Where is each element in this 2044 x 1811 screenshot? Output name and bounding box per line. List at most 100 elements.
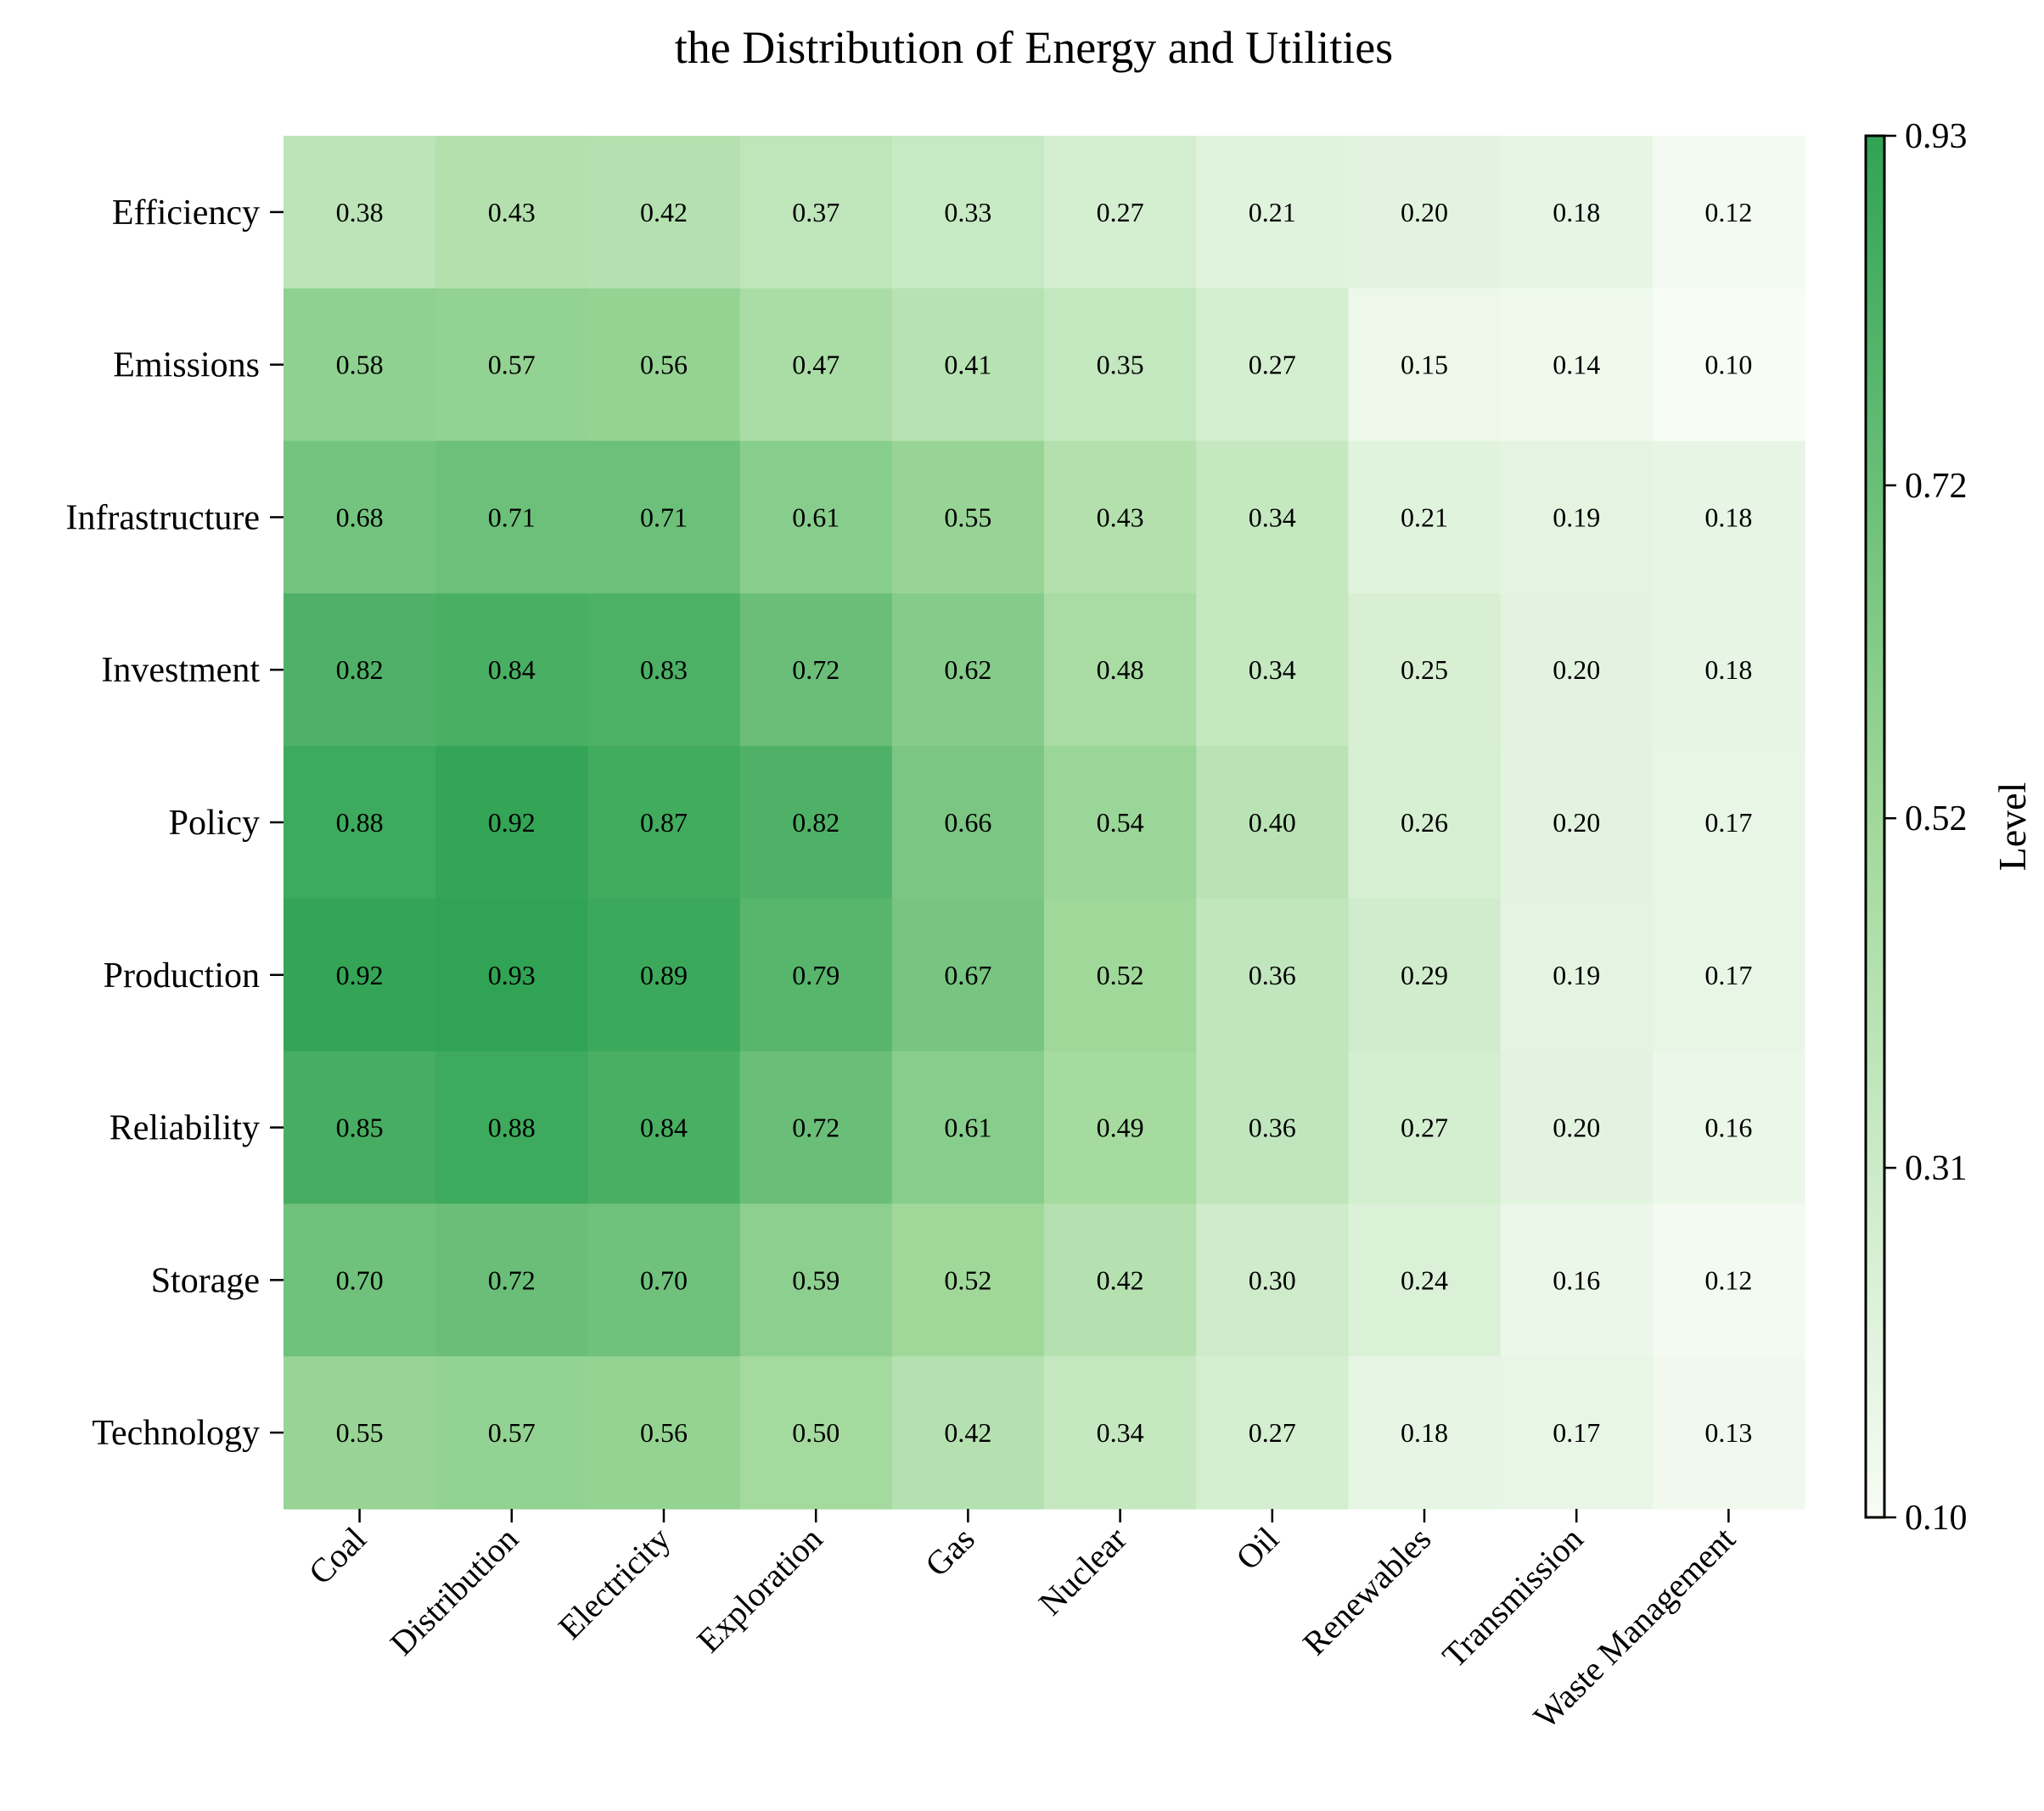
cell-value-label: 0.89 — [640, 960, 688, 990]
cell-value-label: 0.25 — [1401, 654, 1448, 685]
cell-value-label: 0.17 — [1553, 1417, 1600, 1448]
x-tick-label: Nuclear — [1031, 1520, 1134, 1623]
heatmap-cell — [587, 593, 741, 747]
colorbar-tick-label: 0.31 — [1905, 1149, 1968, 1188]
heatmap-cell — [891, 898, 1045, 1052]
cell-value-label: 0.20 — [1553, 654, 1600, 685]
cell-value-label: 0.70 — [336, 1264, 384, 1295]
cell-value-label: 0.68 — [336, 502, 384, 532]
heatmap-cell — [1044, 898, 1197, 1052]
colorbar-gradient — [1864, 134, 1886, 1519]
y-tick-label: Infrastructure — [65, 498, 260, 537]
heatmap-cell — [1044, 1203, 1197, 1357]
heatmap-cell — [435, 136, 588, 289]
x-axis: Coal Distribution Electricity Exploration Ga… — [301, 1509, 1743, 1735]
heatmap-cell — [1196, 898, 1349, 1052]
cell-value-label: 0.42 — [1097, 1264, 1144, 1295]
colorbar: 0.10 0.31 0.52 0.72 0.93 Level — [1864, 117, 2034, 1538]
cell-value-label: 0.62 — [944, 654, 991, 685]
heatmap-cell — [1196, 440, 1349, 594]
x-tick-label: Transmission — [1435, 1520, 1590, 1675]
heatmap-cell — [739, 1356, 893, 1510]
cell-value-label: 0.56 — [640, 350, 688, 380]
heatmap-cell — [1348, 1356, 1502, 1510]
colorbar-tick-label: 0.52 — [1905, 799, 1968, 838]
heatmap-cell — [1348, 136, 1502, 289]
cell-value-label: 0.36 — [1249, 1113, 1296, 1143]
cell-value-label: 0.42 — [944, 1417, 991, 1448]
cell-value-label: 0.42 — [640, 197, 688, 227]
cell-value-label: 0.12 — [1704, 1264, 1752, 1295]
heatmap-cell — [1652, 1356, 1805, 1510]
heatmap-cell — [284, 1356, 436, 1510]
heatmap-cell — [739, 746, 893, 900]
heatmap-cell — [1500, 136, 1654, 289]
cell-value-label: 0.27 — [1249, 350, 1296, 380]
colorbar-tick-label: 0.72 — [1905, 467, 1968, 506]
cell-value-label: 0.27 — [1249, 1417, 1296, 1448]
cell-value-label: 0.72 — [792, 1113, 840, 1143]
cell-value-label: 0.71 — [640, 502, 688, 532]
cell-value-label: 0.20 — [1553, 1113, 1600, 1143]
y-tick-label: Technology — [92, 1414, 260, 1453]
cell-value-label: 0.79 — [792, 960, 840, 990]
cell-value-label: 0.43 — [488, 197, 536, 227]
heatmap-cell — [1348, 1051, 1502, 1205]
heatmap-cell — [1044, 440, 1197, 594]
heatmap-cell — [891, 1356, 1045, 1510]
cell-value-label: 0.29 — [1401, 960, 1448, 990]
heatmap-cell — [284, 898, 436, 1052]
heatmap-cell — [1196, 1203, 1349, 1357]
cell-value-label: 0.72 — [792, 654, 840, 685]
cell-value-label: 0.19 — [1553, 960, 1600, 990]
cell-value-label: 0.52 — [944, 1264, 991, 1295]
cell-value-label: 0.61 — [944, 1113, 991, 1143]
x-tick-label: Gas — [918, 1520, 982, 1584]
heatmap-cell — [739, 136, 893, 289]
cell-value-label: 0.15 — [1401, 350, 1448, 380]
cell-value-label: 0.83 — [640, 654, 688, 685]
cell-value-label: 0.27 — [1097, 197, 1144, 227]
heatmap-cell — [1196, 288, 1349, 442]
heatmap-cell — [1500, 288, 1654, 442]
cell-value-label: 0.19 — [1553, 502, 1600, 532]
cell-value-label: 0.82 — [336, 654, 384, 685]
cell-value-label: 0.17 — [1704, 807, 1752, 838]
cell-value-label: 0.92 — [488, 807, 536, 838]
y-axis: Efficiency Emissions Infrastructure Investm… — [65, 193, 284, 1453]
heatmap-cell — [1196, 746, 1349, 900]
cell-value-label: 0.41 — [944, 350, 991, 380]
heatmap-cell — [1500, 593, 1654, 747]
heatmap-cell — [891, 136, 1045, 289]
cell-value-label: 0.20 — [1553, 807, 1600, 838]
heatmap-cell — [1196, 136, 1349, 289]
cell-value-label: 0.12 — [1704, 197, 1752, 227]
heatmap-cell — [1652, 746, 1805, 900]
heatmap-cell — [587, 1203, 741, 1357]
cell-value-label: 0.92 — [336, 960, 384, 990]
cell-value-label: 0.36 — [1249, 960, 1296, 990]
cell-value-label: 0.33 — [944, 197, 991, 227]
heatmap-cell — [1500, 746, 1654, 900]
colorbar-tick-label: 0.93 — [1905, 117, 1968, 156]
x-tick-label: Coal — [301, 1520, 373, 1592]
cell-value-label: 0.88 — [488, 1113, 536, 1143]
heatmap-cell — [587, 898, 741, 1052]
heatmap-cell — [1044, 136, 1197, 289]
x-tick-label: Electricity — [551, 1520, 678, 1647]
heatmap-cell — [1196, 1051, 1349, 1205]
heatmap-cell — [435, 1356, 588, 1510]
chart-title: the Distribution of Energy and Utilities — [675, 22, 1393, 73]
cell-value-label: 0.17 — [1704, 960, 1752, 990]
cell-value-label: 0.71 — [488, 502, 536, 532]
heatmap-cell — [1348, 440, 1502, 594]
heatmap-cell — [284, 136, 436, 289]
heatmap-cell — [739, 593, 893, 747]
cell-value-label: 0.61 — [792, 502, 840, 532]
x-tick-label: Exploration — [689, 1520, 829, 1660]
heatmap-cell — [284, 1051, 436, 1205]
colorbar-label: Level — [1991, 782, 2034, 872]
cell-value-label: 0.66 — [944, 807, 991, 838]
cell-value-label: 0.18 — [1401, 1417, 1448, 1448]
